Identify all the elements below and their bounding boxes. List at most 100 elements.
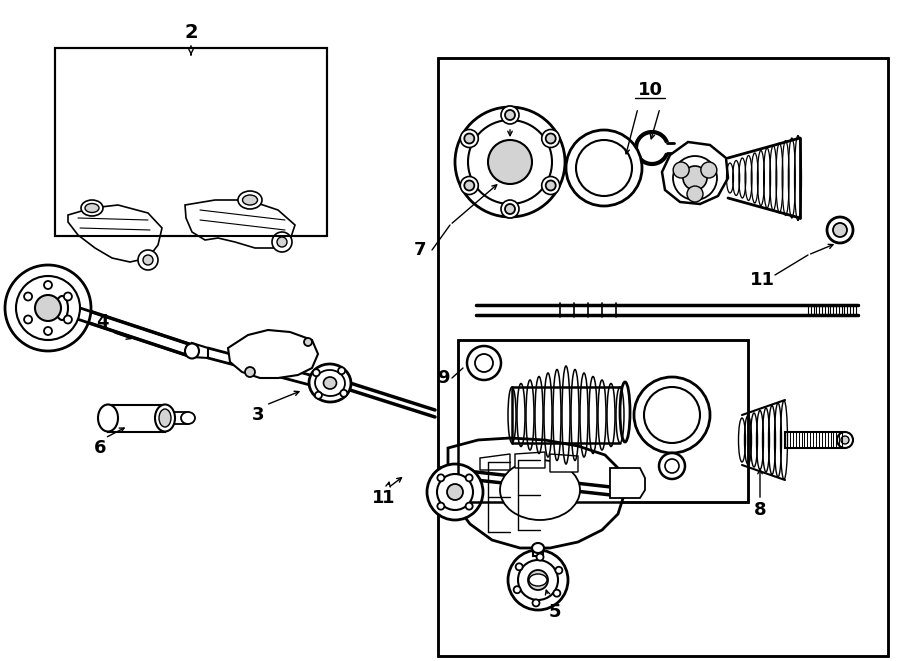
Circle shape — [468, 120, 552, 204]
Circle shape — [465, 502, 472, 510]
Circle shape — [5, 265, 91, 351]
Ellipse shape — [56, 296, 68, 320]
Circle shape — [272, 232, 292, 252]
Circle shape — [505, 110, 515, 120]
Ellipse shape — [309, 364, 351, 402]
Polygon shape — [610, 468, 645, 498]
Circle shape — [545, 134, 555, 143]
Circle shape — [24, 293, 32, 301]
Polygon shape — [550, 454, 578, 472]
Ellipse shape — [81, 200, 103, 216]
Text: 8: 8 — [753, 501, 766, 519]
Circle shape — [460, 130, 478, 147]
Bar — [438, 58, 888, 656]
Polygon shape — [448, 438, 625, 548]
Circle shape — [659, 453, 685, 479]
Circle shape — [701, 162, 717, 178]
Circle shape — [312, 369, 319, 376]
Circle shape — [44, 281, 52, 289]
Bar — [458, 340, 748, 502]
Ellipse shape — [242, 195, 257, 205]
Polygon shape — [68, 205, 162, 262]
Ellipse shape — [323, 377, 337, 389]
Circle shape — [315, 392, 322, 399]
Circle shape — [44, 327, 52, 335]
Polygon shape — [533, 546, 543, 556]
Polygon shape — [108, 405, 165, 432]
Circle shape — [542, 130, 560, 147]
Circle shape — [277, 237, 287, 247]
Text: 11: 11 — [750, 271, 775, 289]
Ellipse shape — [181, 412, 195, 424]
Circle shape — [245, 367, 255, 377]
Circle shape — [35, 295, 61, 321]
Ellipse shape — [159, 409, 171, 427]
Circle shape — [143, 255, 153, 265]
Ellipse shape — [532, 543, 544, 553]
Ellipse shape — [500, 460, 580, 520]
Circle shape — [501, 106, 519, 124]
Circle shape — [508, 550, 568, 610]
Polygon shape — [165, 412, 188, 424]
Ellipse shape — [155, 405, 175, 432]
Circle shape — [16, 276, 80, 340]
Circle shape — [533, 600, 539, 606]
Circle shape — [501, 200, 519, 218]
Text: 4: 4 — [95, 313, 108, 331]
Circle shape — [644, 387, 700, 443]
Ellipse shape — [238, 191, 262, 209]
Polygon shape — [48, 296, 62, 320]
Circle shape — [24, 315, 32, 323]
Ellipse shape — [98, 405, 118, 432]
Text: 3: 3 — [252, 406, 265, 424]
Circle shape — [536, 554, 544, 561]
Circle shape — [488, 140, 532, 184]
Ellipse shape — [837, 432, 853, 448]
Polygon shape — [515, 452, 545, 468]
Circle shape — [338, 368, 345, 374]
Text: 1: 1 — [372, 489, 384, 507]
Ellipse shape — [529, 574, 547, 586]
Polygon shape — [662, 142, 728, 204]
Ellipse shape — [85, 204, 99, 212]
Circle shape — [455, 107, 565, 217]
Circle shape — [437, 475, 445, 481]
Circle shape — [64, 293, 72, 301]
Ellipse shape — [841, 436, 849, 444]
Bar — [458, 340, 748, 502]
Ellipse shape — [185, 344, 199, 358]
Polygon shape — [480, 454, 510, 470]
Text: 5: 5 — [549, 603, 562, 621]
Circle shape — [516, 563, 523, 570]
Circle shape — [542, 176, 560, 194]
Polygon shape — [62, 302, 192, 357]
Circle shape — [555, 566, 562, 574]
Bar — [55, 48, 327, 236]
Text: 10: 10 — [637, 81, 662, 99]
Circle shape — [673, 162, 689, 178]
Ellipse shape — [315, 370, 345, 396]
Text: 7: 7 — [414, 241, 427, 259]
Circle shape — [340, 390, 347, 397]
Circle shape — [138, 250, 158, 270]
Circle shape — [64, 315, 72, 323]
Circle shape — [576, 140, 632, 196]
Text: 6: 6 — [94, 439, 106, 457]
Circle shape — [528, 570, 548, 590]
Circle shape — [467, 346, 501, 380]
Polygon shape — [192, 343, 208, 358]
Bar — [438, 58, 888, 656]
Polygon shape — [185, 200, 295, 248]
Circle shape — [460, 176, 478, 194]
Circle shape — [427, 464, 483, 520]
Circle shape — [304, 338, 312, 346]
Circle shape — [827, 217, 853, 243]
Circle shape — [437, 474, 473, 510]
Polygon shape — [785, 432, 845, 448]
Circle shape — [505, 204, 515, 214]
Polygon shape — [228, 330, 318, 378]
Circle shape — [687, 186, 703, 202]
Circle shape — [447, 484, 463, 500]
Circle shape — [673, 156, 717, 200]
Circle shape — [554, 590, 561, 597]
